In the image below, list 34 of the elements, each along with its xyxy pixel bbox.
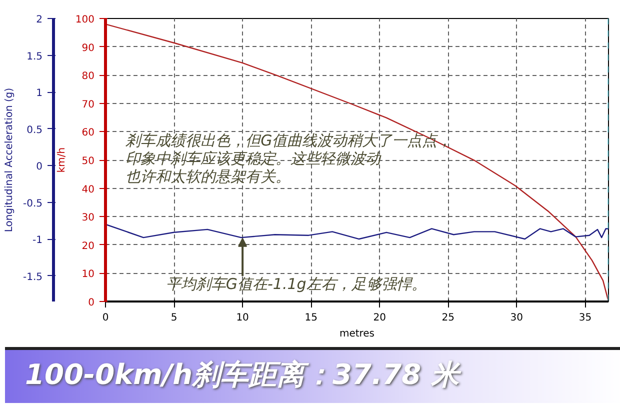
x-tick-label: 0 — [102, 312, 109, 324]
y-tick-label: 80 — [82, 71, 95, 82]
y-tick-label: 100 — [75, 14, 95, 26]
y2-tick-label: -0.5 — [22, 198, 43, 210]
line-series — [106, 24, 608, 302]
y2-tick-label: -1.5 — [22, 272, 43, 283]
y-tick-label: 40 — [82, 184, 95, 196]
y-tick-label: 70 — [82, 99, 95, 110]
y2-tick-label: 0 — [36, 162, 43, 173]
y-tick-label: 60 — [82, 128, 95, 139]
y2-axis-title: Longitudinal Acceleration (g) — [4, 88, 15, 232]
x-tick-label: 10 — [236, 312, 249, 324]
x-tick-label: 15 — [304, 312, 318, 324]
y2-tick-label: 1 — [36, 88, 43, 100]
x-axis-title: metres — [339, 328, 375, 340]
x-tick-label: 20 — [373, 312, 386, 324]
y2-tick-label: -1 — [32, 235, 43, 246]
y2-tick-label: 1.5 — [26, 51, 43, 62]
y-tick-label: 20 — [82, 240, 95, 252]
y-tick-label: 10 — [82, 269, 95, 280]
annotation: 也许和太软的悬架有关。 — [126, 167, 291, 186]
y-tick-label: 30 — [82, 212, 95, 224]
x-tick-label: 25 — [442, 312, 455, 324]
y-axis-title: km/h — [56, 147, 68, 173]
x-tick-label: 30 — [510, 312, 524, 324]
y2-tick-label: 0.5 — [26, 124, 43, 136]
text: 100-0km/h刹车距离：37.78 米 — [25, 357, 459, 393]
y-tick-label: 90 — [82, 42, 95, 54]
annotation: 平均刹车G值在-1.1g左右，足够强悍。 — [166, 275, 426, 294]
x-tick-label: 35 — [578, 312, 592, 324]
y-tick-label: 50 — [82, 156, 95, 167]
y2-tick-label: 2 — [36, 14, 43, 26]
x-tick-label: 5 — [170, 312, 178, 324]
y-tick-label: 0 — [88, 298, 95, 308]
